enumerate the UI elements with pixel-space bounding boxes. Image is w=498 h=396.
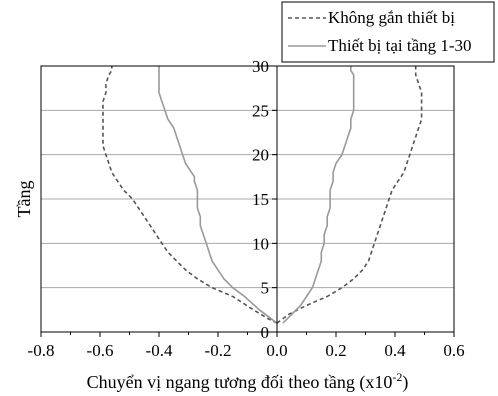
y-tick-label: 15 xyxy=(252,190,269,209)
gridlines xyxy=(41,109,454,289)
y-tick-label: 5 xyxy=(261,279,270,298)
x-axis-title: Chuyển vị ngang tương đối theo tầng (x10… xyxy=(87,370,409,393)
x-tick-label: 0.2 xyxy=(325,341,346,360)
y-tick-label: 0 xyxy=(261,323,270,342)
legend-box xyxy=(281,1,495,63)
series-line-2-branch-2 xyxy=(282,66,355,324)
legend: Không gắn thiết bị Thiết bị tại tầng 1-30 xyxy=(281,1,495,63)
y-axis-title: Tầng xyxy=(14,181,34,218)
x-tick-label: -0.6 xyxy=(87,341,114,360)
series-line-1-branch-1 xyxy=(102,66,278,324)
y-tick-label: 25 xyxy=(252,101,269,120)
series-line-2-branch-1 xyxy=(158,66,278,324)
x-tick-label: 0.0 xyxy=(266,341,287,360)
x-tick-label: 0.6 xyxy=(443,341,464,360)
legend-label-2: Thiết bị tại tầng 1-30 xyxy=(328,36,472,55)
x-tick-label: -0.4 xyxy=(146,341,173,360)
x-tick-label: -0.2 xyxy=(205,341,232,360)
x-tick-label: 0.4 xyxy=(384,341,406,360)
series-lines xyxy=(102,66,423,324)
x-tick-label: -0.8 xyxy=(28,341,55,360)
series-line-1-branch-2 xyxy=(276,66,423,324)
y-tick-label: 30 xyxy=(252,57,269,76)
legend-label-1: Không gắn thiết bị xyxy=(328,8,455,27)
y-tick-label: 10 xyxy=(252,234,269,253)
y-tick-label: 20 xyxy=(252,146,269,165)
axis-ticks: -0.8 -0.6 -0.4 -0.2 0.0 0.2 0.4 0.6 0 5 10 15 20 25 30 xyxy=(28,57,465,360)
